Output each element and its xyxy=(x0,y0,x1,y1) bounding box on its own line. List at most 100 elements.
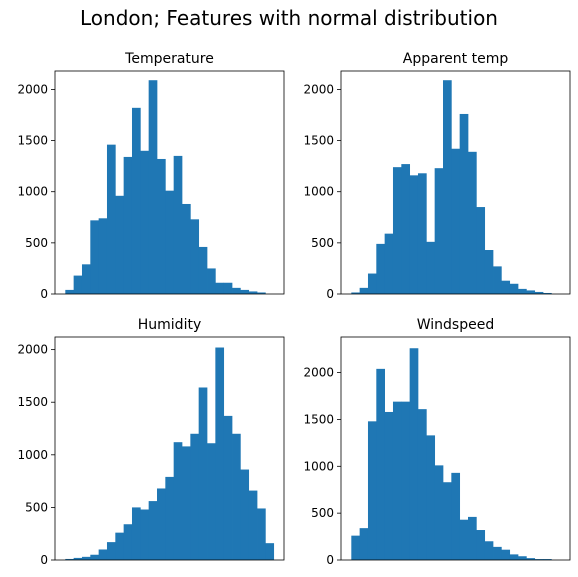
histogram-bar xyxy=(410,175,419,294)
histogram-bar xyxy=(149,80,158,294)
subplot-2: 0 500 1000 1500 2000 Apparent temp xyxy=(303,51,570,301)
histogram-bar xyxy=(393,167,402,294)
histogram-bar xyxy=(385,234,394,294)
histogram-bar xyxy=(182,446,191,560)
histogram-bar xyxy=(376,244,385,294)
histogram-bar xyxy=(360,288,369,294)
histogram-bar xyxy=(224,283,233,294)
histogram-bar xyxy=(368,421,377,560)
histogram-bar xyxy=(435,168,444,294)
histogram-bar xyxy=(132,507,141,560)
histogram-bar xyxy=(90,220,99,294)
histogram-bar xyxy=(476,207,485,294)
y-tick-label: 0 xyxy=(40,553,48,567)
histogram-bar xyxy=(240,470,249,560)
histogram-bar xyxy=(174,442,183,560)
histogram-bar xyxy=(518,289,527,294)
y-tick-label: 1500 xyxy=(303,412,334,426)
histogram-bar xyxy=(149,501,158,560)
y-tick-label: 500 xyxy=(25,236,48,250)
y-tick-label: 1000 xyxy=(17,448,48,462)
histogram-bar xyxy=(257,508,266,560)
histogram-bar xyxy=(199,247,208,294)
histogram-bar xyxy=(74,276,83,294)
histogram-bar xyxy=(393,402,402,560)
histogram-bar xyxy=(510,554,519,560)
histogram-bar xyxy=(518,556,527,560)
y-tick-label: 2000 xyxy=(17,343,48,357)
subplot-title: Humidity xyxy=(138,317,201,333)
histogram-bar xyxy=(182,204,191,294)
histogram-bar xyxy=(460,114,469,294)
histogram-bar xyxy=(468,517,477,560)
histogram-bar xyxy=(351,536,360,560)
histogram-bar xyxy=(174,156,183,294)
histogram-bar xyxy=(385,412,394,560)
histogram-bar xyxy=(65,290,74,294)
histogram-bar xyxy=(418,409,427,560)
histogram-bar xyxy=(165,477,174,560)
histogram-bar xyxy=(99,218,108,294)
subplot-1: 0500100015002000Temperature xyxy=(17,51,284,301)
histogram-bar xyxy=(107,145,116,294)
histogram-bar xyxy=(115,196,124,294)
histogram-bar xyxy=(124,157,133,294)
histogram-bar xyxy=(418,173,427,294)
histogram-bar xyxy=(157,159,166,294)
histogram-bar xyxy=(215,283,224,294)
histogram-bar xyxy=(215,348,224,560)
histogram-bar xyxy=(199,387,208,560)
histogram-bar xyxy=(426,242,435,294)
subplot-title: Apparent temp xyxy=(403,51,509,67)
histogram-bar xyxy=(501,281,510,294)
histogram-bar xyxy=(232,288,241,294)
y-tick-label: 2000 xyxy=(303,82,334,96)
y-tick-label: 0 xyxy=(40,287,48,301)
histogram-bar xyxy=(510,284,519,294)
histogram-bar xyxy=(460,520,469,560)
histogram-bar xyxy=(132,108,141,294)
y-tick-label: 1500 xyxy=(17,134,48,148)
histogram-bar xyxy=(360,528,369,560)
y-tick-label: 500 xyxy=(311,506,334,520)
y-tick-label: 2000 xyxy=(303,366,334,380)
y-tick-label: 0 xyxy=(326,553,334,567)
histogram-bar xyxy=(401,164,410,294)
y-tick-label: 1500 xyxy=(303,134,334,148)
histogram-bar xyxy=(265,543,274,560)
histogram-bar xyxy=(90,555,99,560)
y-tick-label: 500 xyxy=(25,500,48,514)
histogram-bar xyxy=(115,533,124,560)
histogram-bar xyxy=(249,491,258,560)
histogram-bar xyxy=(124,524,133,560)
histogram-bar xyxy=(240,290,249,294)
y-tick-label: 1000 xyxy=(17,185,48,199)
histogram-bar xyxy=(82,264,91,294)
histogram-bar xyxy=(207,268,216,294)
histogram-bar xyxy=(410,348,419,560)
histogram-bar xyxy=(468,152,477,294)
histogram-bar xyxy=(435,465,444,560)
y-tick-label: 1000 xyxy=(303,185,334,199)
histogram-bar xyxy=(157,488,166,560)
y-tick-label: 2000 xyxy=(17,82,48,96)
histogram-bar xyxy=(99,549,108,560)
histogram-bar xyxy=(207,443,216,560)
histogram-bar xyxy=(376,369,385,560)
histogram-bar xyxy=(190,434,199,560)
histogram-bar xyxy=(82,557,91,560)
subplot-3: 0 500 1000 1500 2000 Humidity xyxy=(17,317,284,567)
histogram-bar xyxy=(493,547,502,560)
histogram-bar xyxy=(493,266,502,294)
histogram-bar xyxy=(451,149,460,294)
histogram-bar xyxy=(443,80,452,294)
histogram-bar xyxy=(368,274,377,294)
histogram-bar xyxy=(526,290,535,294)
histogram-bar xyxy=(451,473,460,560)
histogram-bar xyxy=(140,510,149,560)
y-tick-label: 1000 xyxy=(303,459,334,473)
histogram-bar xyxy=(232,434,241,560)
histogram-bar xyxy=(165,191,174,294)
